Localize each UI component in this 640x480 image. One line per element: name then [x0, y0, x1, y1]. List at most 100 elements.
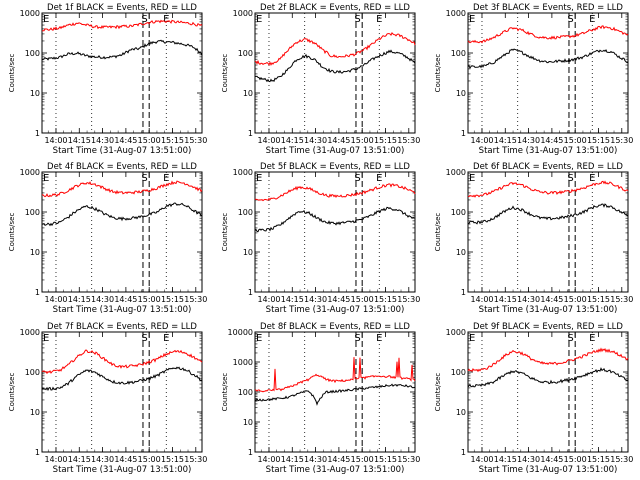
y-axis-label: Counts/sec [221, 373, 229, 412]
y-tick-label: 100 [25, 49, 40, 58]
x-tick-label: 14:00 [470, 455, 493, 464]
marker-label-start: E [43, 14, 49, 25]
y-tick-label: 100 [451, 368, 466, 377]
marker-label-end: E [376, 173, 382, 184]
x-tick-label: 15:15 [374, 136, 397, 145]
y-tick-label: 10 [30, 248, 40, 257]
x-tick-label: 14:00 [44, 136, 67, 145]
detector-panel: Det 6f BLACK = Events, RED = LLD 1 10 100 10… [434, 162, 633, 315]
x-tick-label: 14:30 [91, 295, 114, 304]
detector-panel: Det 7f BLACK = Events, RED = LLD 1 10 100 10… [8, 322, 207, 475]
marker-label-start: E [256, 173, 262, 184]
lld-series-line [41, 19, 203, 32]
x-tick-label: 15:15 [161, 295, 184, 304]
x-tick-label: 14:30 [517, 295, 540, 304]
x-tick-label: 14:00 [257, 455, 280, 464]
marker-label-s: S [567, 173, 573, 184]
x-tick-label: 14:45 [327, 295, 350, 304]
y-tick-label: 10 [243, 248, 253, 257]
detector-panel: Det 4f BLACK = Events, RED = LLD 1 10 100 10… [8, 162, 207, 315]
y-axis-label: Counts/sec [434, 213, 442, 252]
plot-frame [467, 331, 629, 453]
x-tick-label: 15:15 [161, 136, 184, 145]
y-tick-label: 1000 [446, 168, 466, 177]
panel-title: Det 8f BLACK = Events, RED = LLD [260, 322, 410, 332]
y-tick-label: 1 [461, 448, 466, 457]
x-axis-label: Start Time (31-Aug-07 13:51:00) [266, 305, 405, 315]
x-tick-label: 15:15 [374, 455, 397, 464]
marker-label-s: S [141, 333, 147, 344]
x-tick-label: 14:15 [68, 136, 91, 145]
marker-label-start: E [469, 14, 475, 25]
marker-label-end: E [589, 14, 595, 25]
x-tick-label: 15:00 [138, 455, 161, 464]
x-tick-label: 14:30 [517, 455, 540, 464]
y-tick-label: 10 [456, 248, 466, 257]
marker-label-s: S [567, 333, 573, 344]
y-axis-label: Counts/sec [221, 54, 229, 93]
detector-panel: Det 2f BLACK = Events, RED = LLD 1 10 100 10… [221, 3, 420, 156]
x-tick-label: 14:00 [44, 455, 67, 464]
y-tick-label: 1 [35, 288, 40, 297]
y-tick-label: 10 [243, 418, 253, 427]
panel-title: Det 4f BLACK = Events, RED = LLD [47, 162, 197, 172]
x-tick-label: 15:30 [397, 295, 420, 304]
y-tick-label: 10 [30, 89, 40, 98]
detector-panel: Det 5f BLACK = Events, RED = LLD 1 10 100 10… [221, 162, 420, 315]
y-axis-label: Counts/sec [434, 373, 442, 412]
x-tick-label: 14:30 [304, 136, 327, 145]
y-tick-label: 100 [451, 49, 466, 58]
y-tick-label: 100 [451, 208, 466, 217]
y-tick-label: 10000 [228, 328, 253, 337]
events-series-line [254, 383, 416, 406]
x-tick-label: 15:30 [184, 295, 207, 304]
x-tick-label: 15:15 [374, 295, 397, 304]
x-tick-label: 14:45 [114, 295, 137, 304]
marker-label-s: S [354, 333, 360, 344]
x-tick-label: 14:15 [68, 295, 91, 304]
x-tick-label: 14:15 [68, 455, 91, 464]
panel-title: Det 3f BLACK = Events, RED = LLD [473, 3, 623, 13]
y-tick-label: 1000 [446, 9, 466, 18]
detector-panel: Det 8f BLACK = Events, RED = LLD 1 10 100 10… [221, 322, 420, 475]
y-tick-label: 1 [461, 288, 466, 297]
panel-title: Det 2f BLACK = Events, RED = LLD [260, 3, 410, 13]
x-tick-label: 15:30 [397, 136, 420, 145]
marker-label-s: S [354, 173, 360, 184]
x-tick-label: 14:15 [281, 295, 304, 304]
x-tick-label: 15:00 [564, 295, 587, 304]
y-tick-label: 1000 [233, 168, 253, 177]
marker-label-start: E [256, 14, 262, 25]
x-tick-label: 14:30 [304, 295, 327, 304]
x-tick-label: 14:45 [540, 455, 563, 464]
events-series-line [41, 202, 203, 227]
plot-frame [467, 12, 629, 134]
panel-title: Det 1f BLACK = Events, RED = LLD [47, 3, 197, 13]
plot-frame [254, 12, 416, 134]
y-tick-label: 10 [243, 89, 253, 98]
marker-label-end: E [163, 333, 169, 344]
panel-title: Det 6f BLACK = Events, RED = LLD [473, 162, 623, 172]
x-tick-label: 14:30 [91, 136, 114, 145]
x-axis-label: Start Time (31-Aug-07 13:51:00) [53, 305, 192, 315]
marker-label-end: E [163, 14, 169, 25]
x-axis-label: Start Time (31-Aug-07 13:51:00) [479, 465, 618, 475]
lld-series-line [467, 25, 629, 44]
y-axis-label: Counts/sec [434, 54, 442, 93]
x-tick-label: 15:00 [351, 295, 374, 304]
marker-label-s: S [141, 173, 147, 184]
marker-label-start: E [43, 333, 49, 344]
x-tick-label: 15:30 [610, 136, 633, 145]
marker-label-end: E [589, 333, 595, 344]
x-tick-label: 14:15 [494, 455, 517, 464]
x-tick-label: 14:45 [114, 455, 137, 464]
x-tick-label: 15:15 [587, 455, 610, 464]
x-tick-label: 14:30 [304, 455, 327, 464]
events-series-line [254, 206, 416, 233]
x-axis-label: Start Time (31-Aug-07 13:51:00) [53, 146, 192, 156]
plot-frame [41, 331, 203, 453]
x-axis-label: Start Time (31-Aug-07 13:51:00) [53, 465, 192, 475]
x-tick-label: 15:30 [184, 455, 207, 464]
x-axis-label: Start Time (31-Aug-07 13:51:00) [266, 465, 405, 475]
